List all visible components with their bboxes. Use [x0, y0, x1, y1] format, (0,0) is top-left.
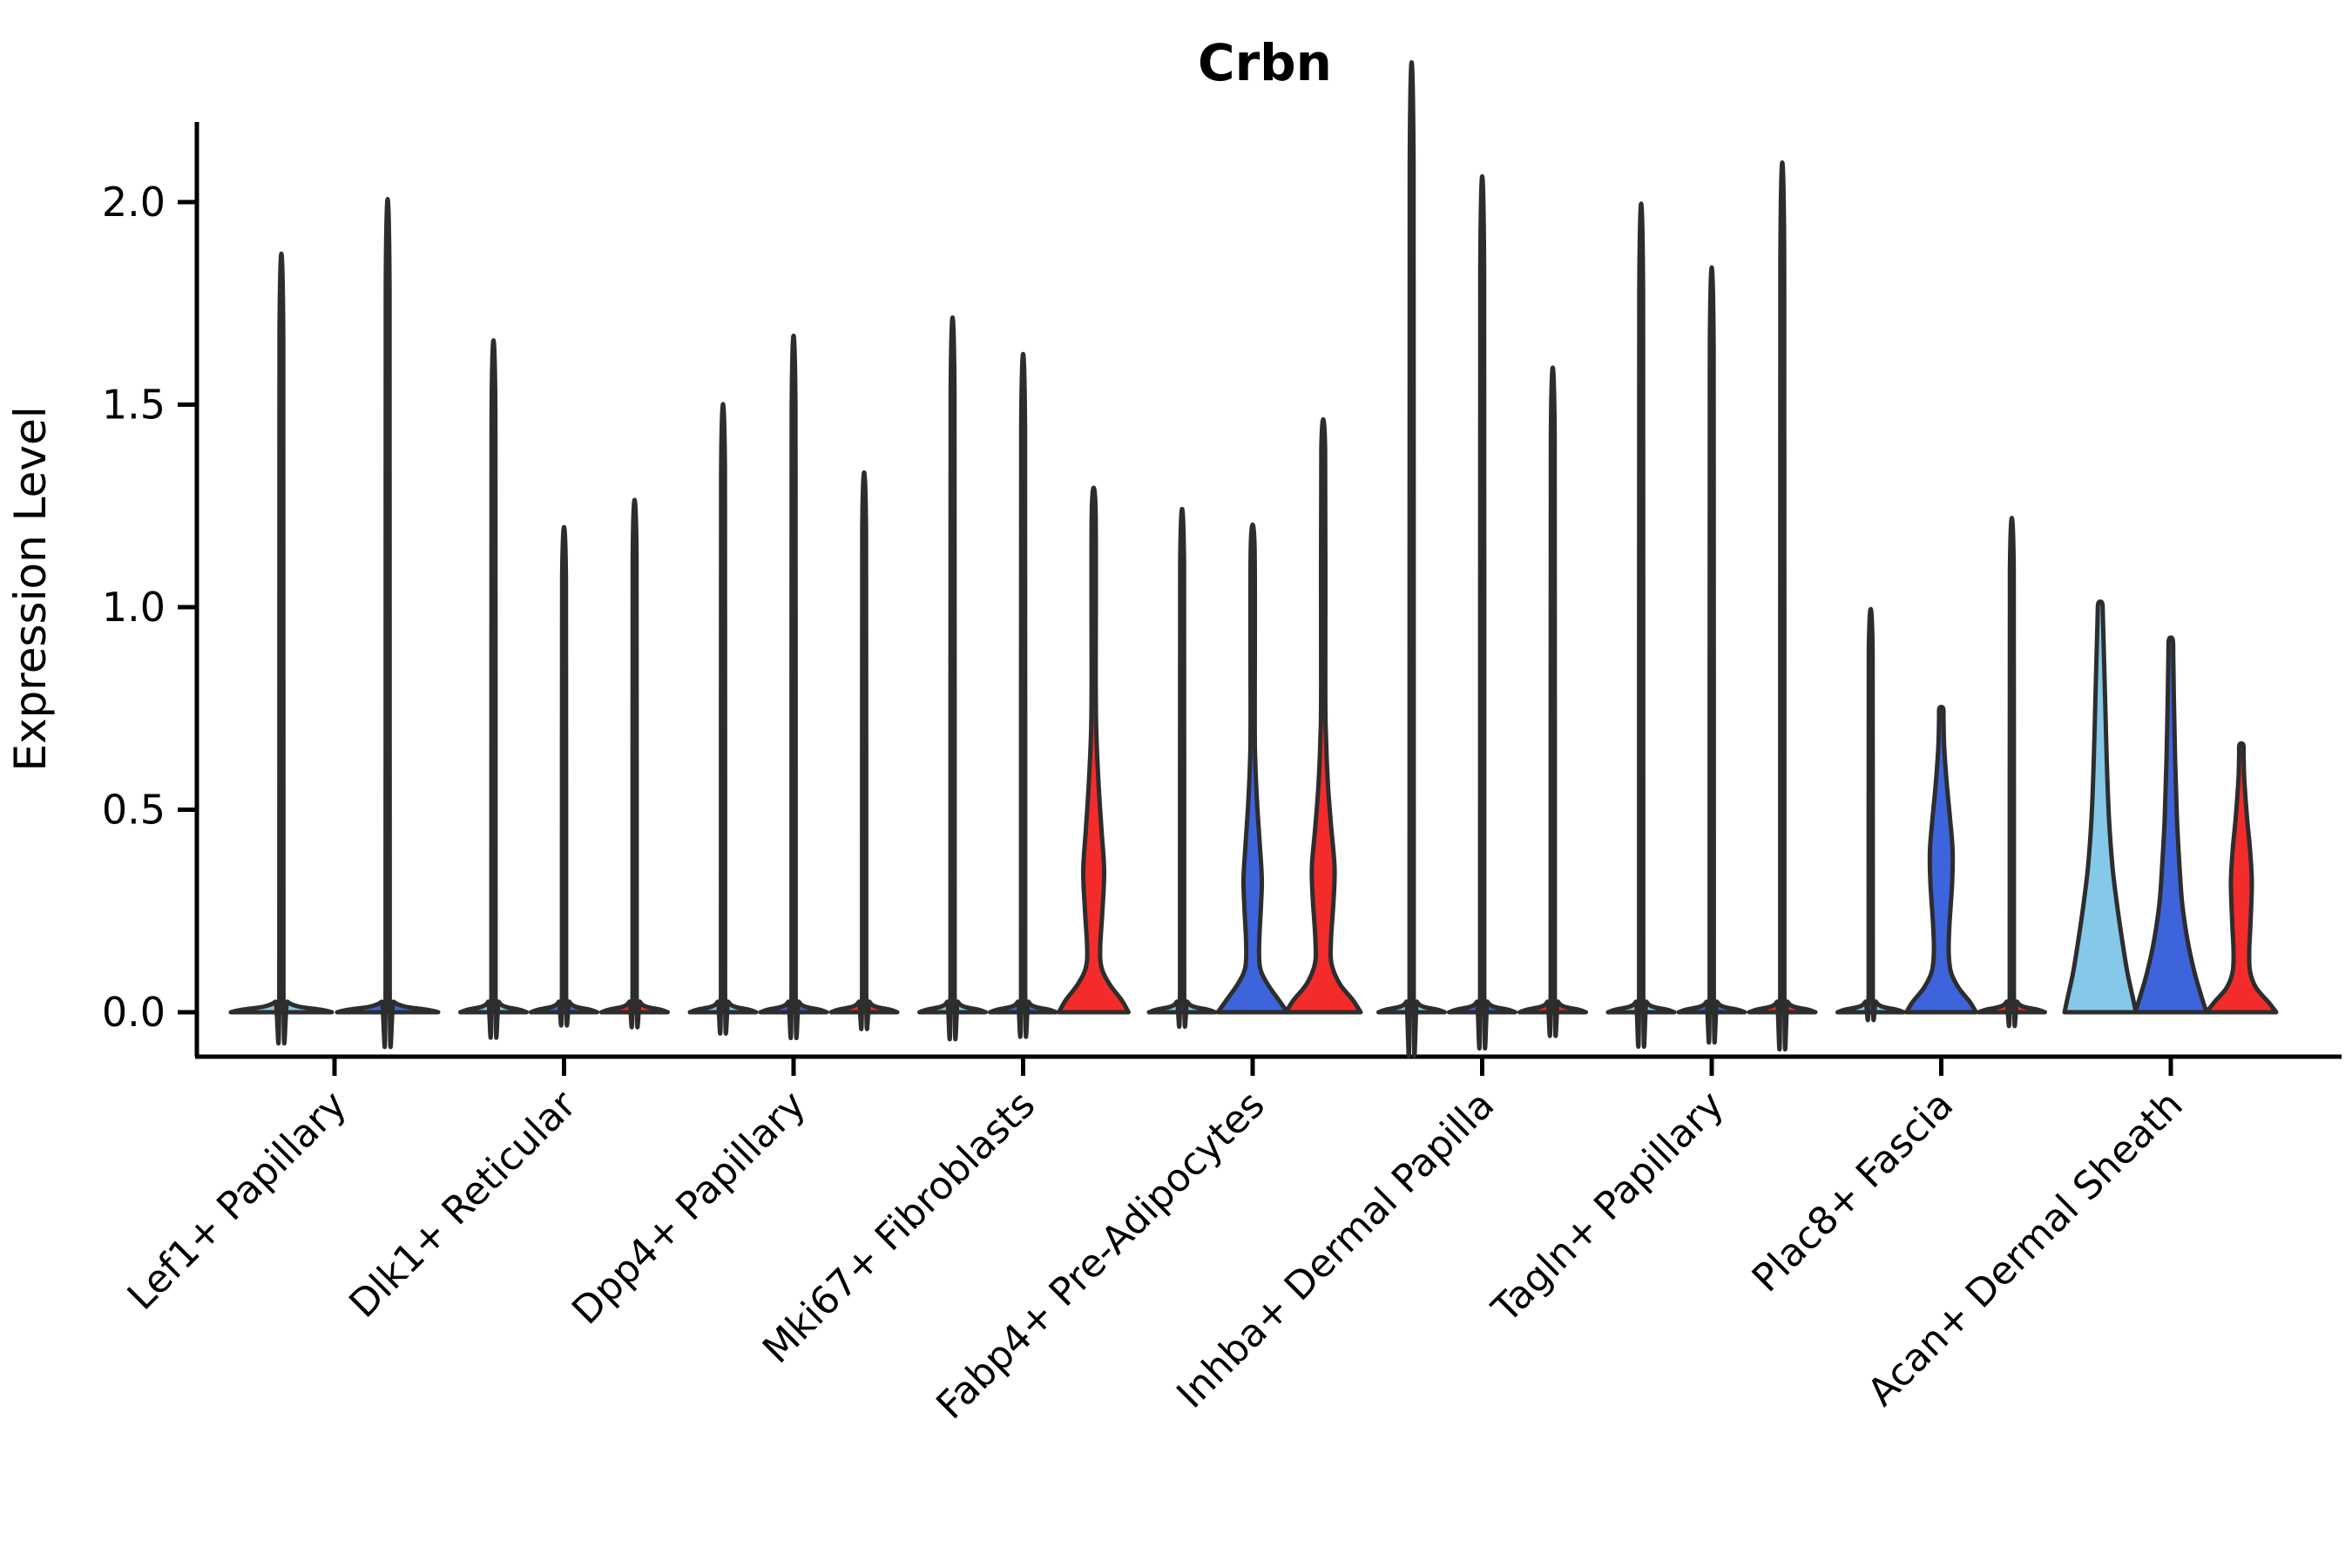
violin-mki67-lightblue [917, 314, 988, 1042]
y-axis-label: Expression Level [5, 406, 56, 771]
violin-acan-red [2204, 740, 2279, 1015]
violin-plac8-red [1977, 516, 2047, 1029]
violin-fabp4-lightblue [1146, 507, 1218, 1029]
y-tick-label: 2.0 [102, 179, 166, 226]
violin-tagln-lightblue [1605, 201, 1677, 1050]
violin-tagln-red [1747, 160, 1818, 1052]
violin-tagln-blue [1676, 265, 1747, 1045]
violin-fabp4-red [1283, 416, 1363, 1015]
y-tick-label: 0.5 [102, 787, 166, 834]
violin-dlk1-blue [529, 525, 599, 1028]
x-tick-label: Plac8+ Fascia [1744, 1083, 1963, 1301]
y-tick-label: 1.0 [102, 584, 166, 631]
violin-acan-blue [2132, 635, 2209, 1015]
violin-inhba-red [1517, 365, 1588, 1038]
violin-dpp4-blue [758, 333, 829, 1040]
violin-dpp4-red [828, 470, 900, 1031]
chart-title: Crbn [1198, 33, 1332, 92]
violin-fabp4-blue [1215, 523, 1290, 1015]
violin-mki67-blue [988, 352, 1058, 1039]
y-tick-label: 1.5 [102, 382, 166, 429]
x-tick-label: Dlk1+ Reticular [341, 1082, 585, 1327]
violin-inhba-lightblue [1376, 60, 1447, 1058]
violin-dlk1-red [599, 497, 670, 1030]
violin-inhba-blue [1447, 174, 1517, 1051]
violin-dpp4-lightblue [687, 402, 759, 1036]
violin-lef1-lightblue [228, 251, 335, 1046]
violin-acan-lightblue [2062, 599, 2139, 1015]
x-tick-label: Tagln+ Papillary [1484, 1083, 1733, 1332]
x-tick-label: Dpp4+ Papillary [564, 1083, 814, 1334]
x-tick-label: Lef1+ Papillary [119, 1083, 355, 1319]
y-tick-label: 0.0 [102, 989, 166, 1036]
violin-lef1-blue [335, 197, 441, 1050]
violin-plac8-blue [1904, 705, 1978, 1015]
violin-dlk1-lightblue [458, 338, 529, 1040]
violin-mki67-red [1057, 485, 1131, 1015]
violin-plac8-lightblue [1835, 606, 1906, 1023]
